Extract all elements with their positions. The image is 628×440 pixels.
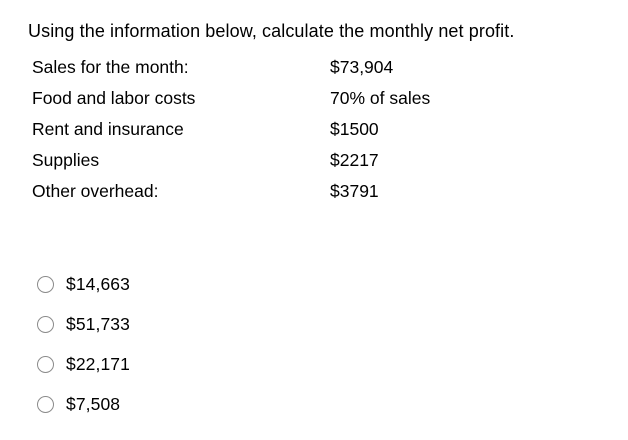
option-label: $51,733 (66, 313, 130, 334)
info-label: Other overhead: (32, 181, 159, 201)
answer-option-3[interactable]: $22,171 (37, 344, 628, 384)
table-row: Food and labor costs 70% of sales (32, 88, 628, 119)
info-value: $73,904 (330, 57, 394, 77)
info-value: 70% of sales (330, 88, 431, 108)
info-label: Supplies (32, 150, 100, 170)
radio-button-icon[interactable] (37, 395, 54, 413)
answer-option-2[interactable]: $51,733 (37, 304, 628, 344)
question-title: Using the information below, calculate t… (28, 21, 515, 41)
option-label: $7,508 (66, 393, 121, 414)
table-row: Other overhead: $3791 (32, 181, 628, 212)
table-row: Sales for the month: $73,904 (32, 57, 628, 88)
table-row: Supplies $2217 (32, 150, 628, 181)
radio-button-icon[interactable] (37, 315, 54, 333)
info-value: $2217 (330, 150, 379, 170)
answer-option-4[interactable]: $7,508 (37, 384, 628, 424)
radio-button-icon[interactable] (37, 275, 54, 293)
answer-option-1[interactable]: $14,663 (37, 264, 628, 304)
table-row: Rent and insurance $1500 (32, 119, 628, 150)
option-label: $14,663 (66, 273, 130, 294)
option-label: $22,171 (66, 353, 130, 374)
info-label: Rent and insurance (32, 119, 184, 139)
info-table: Sales for the month: $73,904 Food and la… (28, 57, 628, 212)
radio-button-icon[interactable] (37, 355, 54, 373)
info-label: Food and labor costs (32, 88, 196, 108)
info-value: $1500 (330, 119, 379, 139)
info-value: $3791 (330, 181, 379, 201)
answer-options: $14,663 $51,733 $22,171 $7,508 (28, 264, 628, 424)
info-label: Sales for the month: (32, 57, 189, 77)
